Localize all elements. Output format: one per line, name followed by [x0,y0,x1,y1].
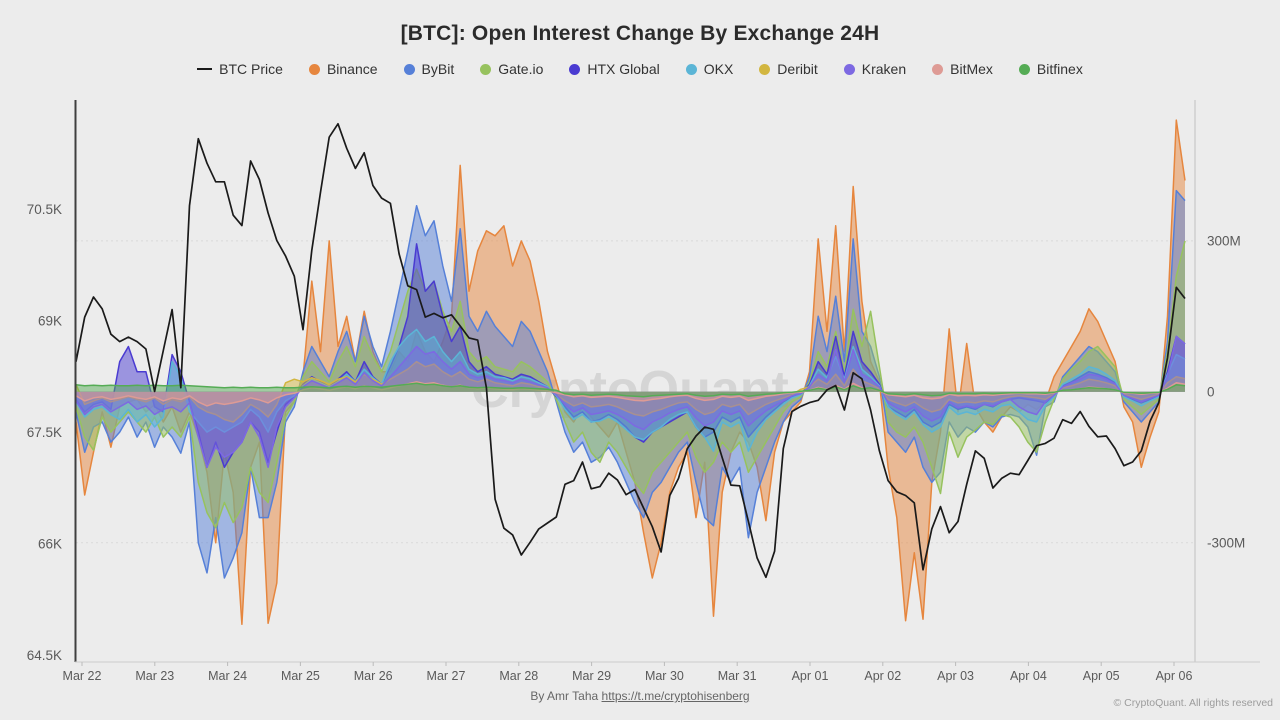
legend-label: BTC Price [219,61,283,77]
x-axis-label: Mar 24 [208,669,247,683]
x-axis-label: Mar 28 [499,669,538,683]
x-axis-label: Apr 04 [1010,669,1047,683]
right-axis-tick-label: 300M [1207,233,1241,248]
legend-item-gate-io[interactable]: Gate.io [480,61,543,77]
area-gate-io [76,240,1185,528]
legend-label: ByBit [421,61,455,77]
x-axis-label: Mar 27 [427,669,466,683]
x-axis-label: Mar 26 [354,669,393,683]
right-axis-tick-label: 0 [1207,384,1215,399]
outline-kraken [75,335,1186,469]
outline-gate-io [75,240,1186,529]
left-axis-tick-label: 69K [38,313,62,328]
dot-marker-icon [932,63,944,75]
dot-marker-icon [403,63,415,75]
legend-item-bybit[interactable]: ByBit [403,61,455,77]
btc-price-line [75,122,1186,579]
legend: BTC Price Binance ByBit Gate.io HTX Global OK… [0,61,1280,77]
line-marker-icon [197,67,213,71]
left-axis-tick-label: 64.5K [27,648,62,663]
page-title: [BTC]: Open Interest Change By Exchange … [400,22,880,45]
x-axis-label: Apr 02 [864,669,901,683]
legend-item-deribit[interactable]: Deribit [759,61,818,77]
x-axis-label: Apr 01 [792,669,829,683]
left-axis-tick-label: 66K [38,536,62,551]
x-axis-label: Mar 23 [135,669,174,683]
legend-item-htx-global[interactable]: HTX Global [569,61,660,77]
x-axis-label: Apr 06 [1156,669,1193,683]
legend-label: Binance [326,61,378,77]
legend-label: Deribit [777,61,818,77]
x-axis-label: Mar 29 [572,669,611,683]
x-axis-label: Mar 31 [718,669,757,683]
dot-marker-icon [1018,63,1030,75]
legend-item-bitmex[interactable]: BitMex [932,61,993,77]
legend-label: BitMex [950,61,993,77]
x-axis-label: Mar 25 [281,669,320,683]
dot-marker-icon [759,63,771,75]
left-axis-tick-label: 67.5K [27,425,62,440]
legend-item-kraken[interactable]: Kraken [843,61,907,77]
area-kraken [76,336,1185,468]
dot-marker-icon [569,63,581,75]
copyright: © CryptoQuant. All rights reserved [1113,697,1273,709]
left-axis-tick-label: 70.5K [27,202,62,217]
legend-label: HTX Global [587,61,660,77]
area-bitfinex [76,383,1185,397]
right-axis-tick-label: -300M [1207,535,1245,550]
outline-bitmex [75,381,1186,407]
legend-label: Kraken [861,61,907,77]
outline-bitfinex [75,382,1186,398]
legend-item-btc-price[interactable]: BTC Price [197,61,283,77]
dot-marker-icon [308,63,320,75]
dot-marker-icon [843,63,855,75]
x-axis-label: Mar 22 [63,669,102,683]
byline-text: By Amr Taha [530,689,599,703]
footer-byline: By Amr Taha https://t.me/cryptohisenberg [0,689,1280,703]
x-axis-label: Mar 30 [645,669,684,683]
legend-label: OKX [703,61,734,77]
legend-item-binance[interactable]: Binance [308,61,378,77]
x-axis-label: Apr 03 [937,669,974,683]
dot-marker-icon [685,63,697,75]
x-axis-label: Apr 05 [1083,669,1120,683]
legend-item-okx[interactable]: OKX [685,61,734,77]
legend-label: Gate.io [498,61,544,77]
legend-label: Bitfinex [1036,61,1083,77]
telegram-link[interactable]: https://t.me/cryptohisenberg [601,689,750,703]
dot-marker-icon [480,63,492,75]
legend-item-bitfinex[interactable]: Bitfinex [1018,61,1083,77]
area-okx [76,329,1185,452]
